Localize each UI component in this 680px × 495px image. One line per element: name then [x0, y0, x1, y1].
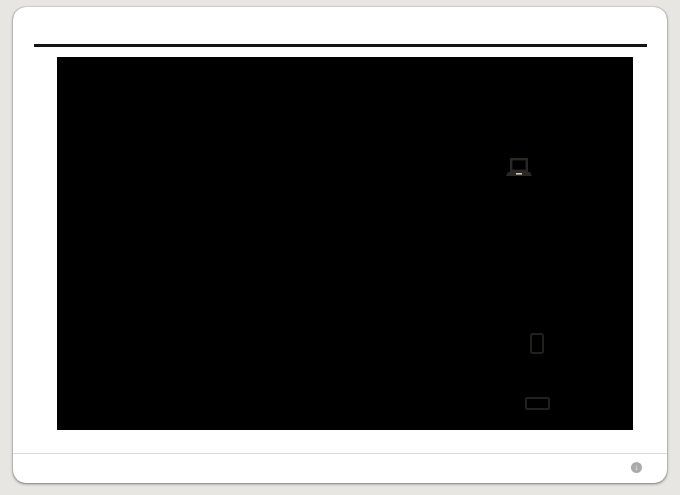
- plot-area: [57, 57, 633, 430]
- tablet-icon: [525, 397, 550, 410]
- desktop-area-background: [57, 57, 633, 430]
- download-circle-icon: ↓: [631, 462, 642, 473]
- laptop-icon: [505, 158, 533, 178]
- desktop-legend: [505, 158, 569, 161]
- phone-legend: [505, 333, 569, 357]
- tablet-legend: [505, 397, 569, 413]
- smartphone-icon: [530, 333, 544, 354]
- stacked-area-chart: [57, 57, 633, 430]
- chart-card: ↓: [13, 7, 667, 483]
- title-rule: [34, 44, 647, 47]
- footer-download: ↓: [631, 462, 647, 473]
- footer-divider: [13, 453, 667, 454]
- footer: ↓: [34, 459, 647, 475]
